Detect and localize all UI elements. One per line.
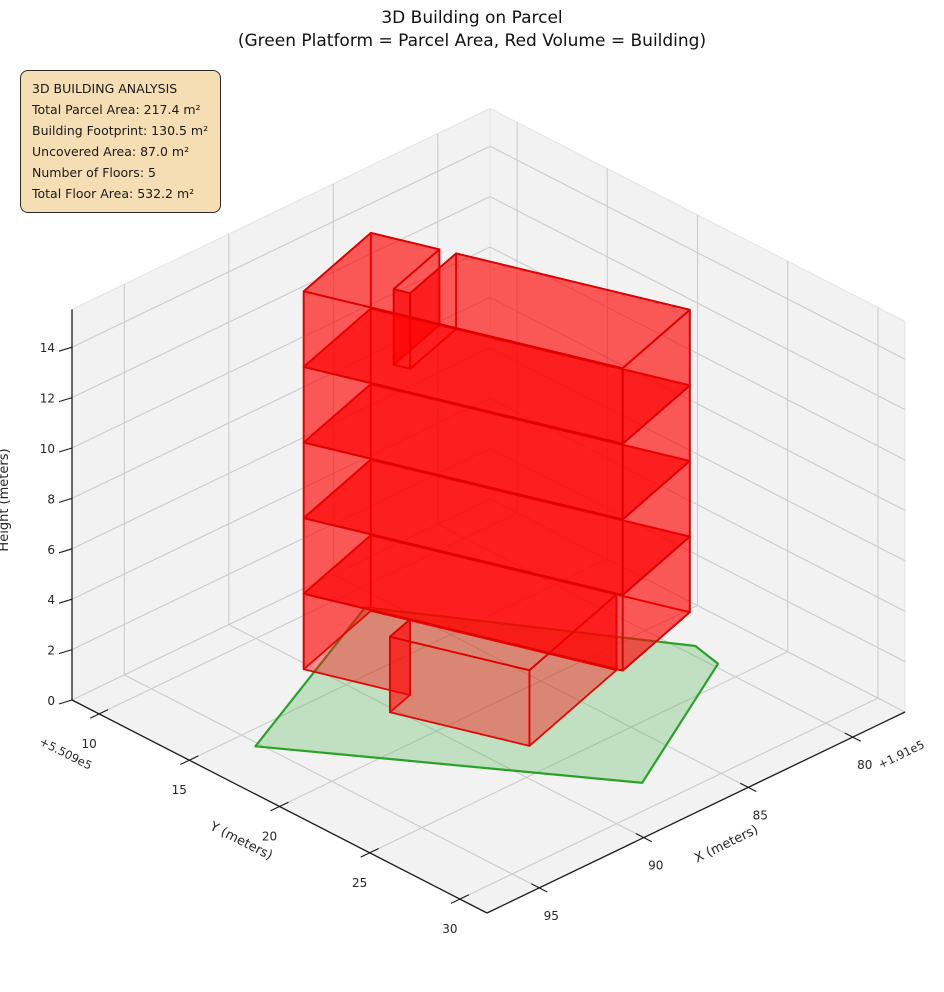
x-tick-label: 85 <box>753 808 768 822</box>
z-grid-line <box>71 296 491 499</box>
y-tick-mark <box>89 709 109 719</box>
y-tick-mark <box>360 848 379 858</box>
z-tick-mark <box>58 397 73 403</box>
x-offset-label: +1.91e5 <box>876 737 927 771</box>
z-grid-line <box>71 145 491 348</box>
x-tick-mark <box>531 883 548 893</box>
z-grid-line <box>489 498 906 713</box>
y-tick-mark <box>180 755 199 765</box>
y-tick-label: 15 <box>172 783 187 797</box>
x-tick-mark <box>844 732 862 742</box>
z-axis-label: Height (meters) <box>0 448 12 551</box>
building-face-floor-1-wall <box>388 635 531 747</box>
z-tick-mark <box>58 346 73 352</box>
x-axis-line <box>486 711 906 914</box>
y-grid-line <box>189 558 608 761</box>
z-grid-line <box>71 498 491 701</box>
plot-title: 3D Building on Parcel (Green Platform = … <box>0 7 944 53</box>
y-tick-label: 10 <box>81 737 96 751</box>
z-grid-line <box>71 246 491 449</box>
z-tick-mark <box>58 699 73 705</box>
analysis-footprint: Building Footprint: 130.5 m² <box>32 123 209 138</box>
z-grid-line <box>489 296 906 511</box>
z-tick-label: 0 <box>47 694 55 708</box>
z-grid-line <box>489 145 906 360</box>
z-grid-line <box>489 246 906 461</box>
x-axis-label: X (meters) <box>692 822 761 866</box>
y-tick-label: 30 <box>442 922 457 936</box>
x-tick-label: 90 <box>648 859 663 873</box>
analysis-parcel-area: Total Parcel Area: 217.4 m² <box>32 102 201 117</box>
x-grid-line <box>333 573 749 788</box>
y-grid-line <box>98 512 518 715</box>
x-grid-line <box>124 674 540 889</box>
y-tick-mark <box>270 801 289 812</box>
x-tick-mark <box>740 782 757 792</box>
z-grid-line <box>489 448 906 663</box>
z-tick-label: 4 <box>47 593 55 607</box>
x-tick-mark <box>635 833 653 843</box>
analysis-title: 3D BUILDING ANALYSIS <box>32 81 178 96</box>
z-tick-mark <box>58 447 73 453</box>
title-line-2: (Green Platform = Parcel Area, Red Volum… <box>237 31 707 51</box>
z-grid-line <box>489 196 906 411</box>
x-tick-label: 95 <box>544 909 559 923</box>
z-tick-label: 14 <box>40 341 55 355</box>
y-tick-mark <box>450 894 470 904</box>
z-grid-line <box>489 397 906 612</box>
z-grid-line <box>489 347 906 562</box>
y-grid-line <box>369 651 788 854</box>
z-tick-mark <box>58 497 73 503</box>
title-line-1: 3D Building on Parcel <box>381 8 563 28</box>
building-face-floor-5-wall <box>621 308 691 445</box>
x-grid-line <box>228 624 645 839</box>
z-tick-label: 8 <box>47 492 55 506</box>
z-grid-line <box>71 448 491 651</box>
z-tick-label: 10 <box>40 442 55 456</box>
analysis-floor-area: Total Floor Area: 532.2 m² <box>32 186 195 201</box>
x-grid-line <box>437 523 854 738</box>
z-tick-mark <box>58 548 73 554</box>
z-tick-mark <box>58 598 73 604</box>
y-tick-label: 20 <box>262 830 277 844</box>
z-grid-line <box>71 196 491 399</box>
z-tick-label: 6 <box>47 543 55 557</box>
analysis-uncovered: Uncovered Area: 87.0 m² <box>32 144 190 159</box>
x-tick-label: 80 <box>857 758 872 772</box>
analysis-floors: Number of Floors: 5 <box>32 165 156 180</box>
z-grid-line <box>71 347 491 550</box>
z-tick-mark <box>58 649 73 655</box>
z-tick-label: 12 <box>40 392 55 406</box>
z-tick-label: 2 <box>47 644 55 658</box>
z-grid-line <box>71 397 491 600</box>
building-analysis-box: 3D BUILDING ANALYSIS Total Parcel Area: … <box>20 70 222 213</box>
y-grid-line <box>459 697 879 900</box>
y-tick-label: 25 <box>352 876 367 890</box>
